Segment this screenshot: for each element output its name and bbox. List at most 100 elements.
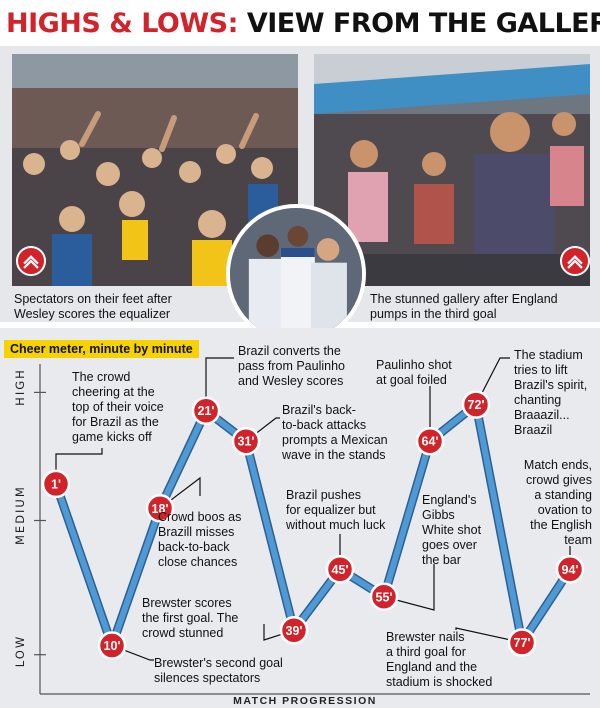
annotation-18-line: Brazill misses (158, 525, 235, 539)
annotation-94: Match ends, crowd gives a standing ovati… (516, 458, 592, 548)
annotation-55-line: England's (422, 493, 477, 507)
annotation-1: The crowd cheering at the top of their v… (72, 370, 164, 445)
annotation-55: England's Gibbs White shot goes over the… (422, 493, 481, 568)
minute-marker-label: 45' (332, 563, 349, 577)
annotation-77-line: England and the (386, 660, 478, 674)
annotation-94-line: the English (530, 518, 592, 532)
minute-marker-label: 10' (104, 639, 121, 653)
x-axis-label: MATCH PROGRESSION (233, 695, 377, 707)
annotation-72-line: Braaazil... (514, 408, 570, 422)
photo-england-players (226, 204, 366, 344)
annotation-77-line: a third goal for (386, 645, 466, 659)
title-main: VIEW FROM THE GALLERY (246, 8, 600, 39)
caption-left: Spectators on their feet after Wesley sc… (14, 292, 172, 322)
annotation-31-line: to-back attacks (282, 418, 367, 432)
minute-marker: 64' (415, 426, 445, 456)
annotation-21-line: Brazil converts the (238, 344, 341, 358)
annotation-1-line: game kicks off (72, 430, 152, 444)
minute-marker-label: 94' (562, 563, 579, 577)
minute-marker-label: 55' (376, 590, 393, 604)
title-highlight: HIGHS & LOWS: (6, 8, 238, 39)
annotation-77: Brewster nails a third goal for England … (386, 630, 492, 690)
annotation-77-line: Brewster nails (386, 630, 465, 644)
annotation-10-line: Brewster's second goal (154, 656, 283, 670)
minute-marker: 18' (145, 494, 175, 523)
annotation-94-line: a standing (534, 488, 592, 502)
annotation-45-line: Brazil pushes (286, 488, 362, 502)
annotation-21-line: and Wesley scores (238, 374, 344, 388)
annotation-55-line: Gibbs (422, 508, 455, 522)
minute-marker-circle (325, 555, 355, 584)
minute-marker: 72' (461, 390, 491, 419)
caption-left-line2: Wesley scores the equalizer (14, 307, 171, 321)
annotation-10-line: silences spectators (154, 671, 261, 685)
photo-spectators-standing (12, 54, 298, 286)
cheer-meter-graph: 1' 10' 18' 21' 31' 39' 45' 55' 64' 72' 77' 94' (34, 357, 590, 695)
annotation-39-line: Brewster scores (142, 596, 232, 610)
minute-marker: 77' (507, 628, 537, 657)
minute-marker: 1' (41, 469, 71, 499)
minute-marker: 55' (369, 582, 399, 611)
minute-marker-circle (461, 390, 491, 419)
annotation-21: Brazil converts the pass from Paulinho a… (238, 344, 345, 389)
caption-right: The stunned gallery after England pumps … (370, 292, 558, 322)
annotation-77-line: stadium is shocked (386, 675, 493, 689)
annotation-31-line: wave in the stands (282, 448, 386, 462)
annotation-55-line: the bar (422, 553, 461, 567)
annotation-1-line: The crowd (72, 370, 131, 384)
caption-right-line1: The stunned gallery after England (370, 292, 558, 306)
minute-marker: 45' (325, 555, 355, 584)
annotation-leader-line (55, 448, 103, 484)
annotation-72: The stadium tries to lift Brazil's spiri… (514, 348, 587, 438)
minute-marker: 39' (279, 616, 309, 645)
annotation-10: Brewster's second goal silences spectato… (154, 656, 283, 686)
annotation-45-line: without much luck (286, 518, 386, 532)
annotation-leader-line (475, 357, 510, 405)
minute-marker-circle (507, 628, 537, 657)
minute-marker: 94' (555, 555, 585, 584)
logo-badge-right (560, 246, 590, 276)
annotation-31: Brazil's back- to-back attacks prompts a… (282, 403, 388, 463)
minute-marker-circle (145, 494, 175, 523)
annotation-18-line: back-to-back (158, 540, 230, 554)
minute-marker-label: 64' (422, 435, 439, 449)
annotation-72-line: Braazil (514, 423, 553, 437)
minute-marker-label: 21' (198, 404, 215, 418)
minute-marker: 21' (191, 396, 221, 425)
annotation-18-line: close chances (158, 555, 238, 569)
page-title: HIGHS & LOWS: VIEW FROM THE GALLERY (6, 4, 600, 44)
annotation-18-line: Crowd boos as (158, 510, 242, 524)
annotation-94-line: ovation to (537, 503, 592, 517)
annotation-1-line: top of their voice (72, 400, 164, 414)
annotation-39-line: the first goal. The (142, 611, 239, 625)
annotation-64-line: at goal foiled (376, 373, 447, 387)
annotation-1-line: for Brazil as the (72, 415, 159, 429)
minute-marker-label: 18' (152, 502, 169, 516)
annotation-39: Brewster scores the first goal. The crow… (142, 596, 238, 641)
minute-marker-label: 31' (238, 435, 255, 449)
annotation-leader-line (159, 476, 201, 509)
annotation-55-line: White shot (422, 523, 482, 537)
minute-marker-label: 1' (51, 477, 61, 491)
annotation-55-line: goes over (422, 538, 477, 552)
annotation-45-line: for equalizer but (286, 503, 376, 517)
minute-marker-circle (41, 469, 71, 499)
minute-marker-circle (415, 426, 445, 456)
minute-marker-label: 72' (468, 398, 485, 412)
annotation-leader-line (455, 627, 523, 644)
minute-marker-circle (97, 631, 127, 660)
annotation-leader-line (205, 357, 234, 411)
annotation-18: Crowd boos as Brazill misses back-to-bac… (158, 510, 241, 570)
minute-marker-circle (279, 616, 309, 645)
cheer-meter-title: Cheer meter, minute by minute (4, 340, 199, 358)
minute-marker-circle (369, 582, 399, 611)
annotation-72-line: Brazil's spirit, (514, 378, 588, 392)
annotation-64: Paulinho shot at goal foiled (376, 358, 452, 388)
annotation-21-line: pass from Paulinho (238, 359, 346, 373)
annotation-72-line: The stadium (514, 348, 583, 362)
annotation-31-line: prompts a Mexican (282, 433, 388, 447)
annotation-64-line: Paulinho shot (376, 358, 452, 372)
caption-right-line2: pumps in the third goal (370, 307, 497, 321)
caption-left-line1: Spectators on their feet after (14, 292, 172, 306)
cheer-line (53, 399, 573, 655)
